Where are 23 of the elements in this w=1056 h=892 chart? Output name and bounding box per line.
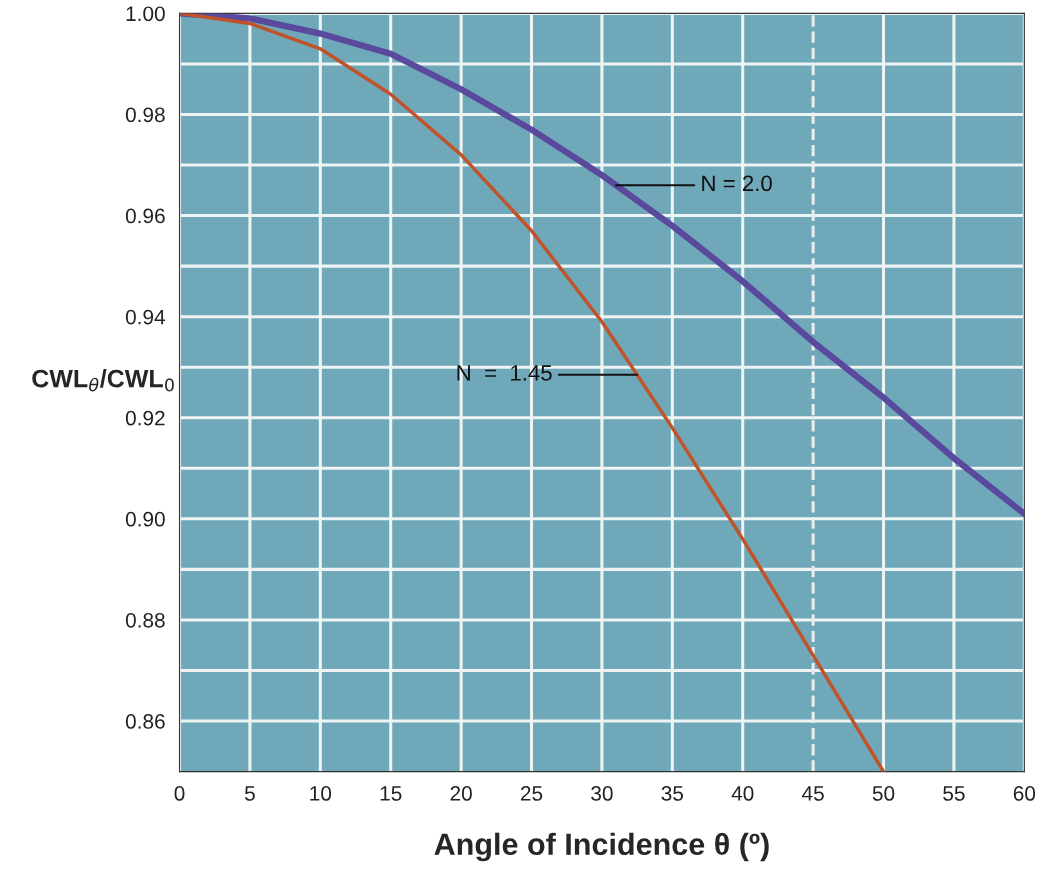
x-tick-label: 25 (520, 786, 543, 801)
x-tick-label: 15 (380, 786, 402, 801)
x-tick-label: 35 (661, 786, 684, 801)
x-tick-label: 40 (731, 786, 754, 801)
y-tick-label: 0.86 (125, 714, 165, 729)
x-tick-label: 10 (310, 786, 332, 801)
y-tick-label: 0.92 (125, 410, 165, 426)
y-tick-label: 1.00 (126, 6, 165, 22)
y-tick-label: 0.88 (125, 612, 165, 628)
x-tick-label: 45 (802, 786, 824, 801)
x-tick-label: 55 (943, 786, 965, 801)
y-tick-label: 0.98 (125, 107, 165, 123)
x-tick-label: 30 (591, 786, 613, 801)
y-tick-label: 0.96 (125, 208, 165, 224)
x-axis-title: Angle of Incidence θ (º) (434, 832, 769, 862)
y-axis-title: CWL$_{θ}$/CWL$_{0}$ (32, 369, 174, 392)
y-tick-label: 0.94 (125, 309, 166, 325)
y-tick-label: 0.90 (125, 511, 165, 527)
x-tick-label: 50 (872, 786, 895, 801)
x-tick-label: 60 (1013, 786, 1036, 801)
x-tick-label: 5 (244, 786, 255, 801)
x-tick-label: 20 (450, 786, 472, 801)
x-tick-label: 0 (174, 786, 185, 801)
